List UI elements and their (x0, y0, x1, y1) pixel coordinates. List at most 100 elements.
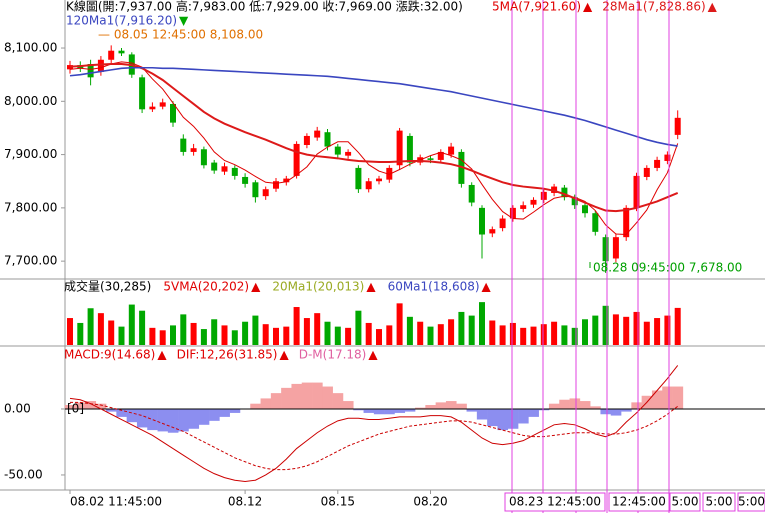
legend-trend: ▲ (583, 0, 593, 14)
cursor-label: 5:00 (672, 495, 699, 509)
y-tick-label: 8,000.00 (4, 94, 57, 108)
macd-bar (384, 408, 395, 415)
volume-bar (252, 315, 259, 345)
candle-body (479, 207, 485, 235)
candle-body (159, 102, 166, 107)
macd-bar (466, 408, 478, 412)
legend-trend: ▲ (251, 280, 261, 294)
macd-bar (548, 403, 560, 409)
macd-bar (342, 401, 354, 409)
legend-entry: 20Ma1(20,013) (272, 280, 364, 294)
legend-entry: 5VMA(20,202) (163, 280, 249, 294)
annotation: 08.28 09:45:00 7,678.00 (593, 261, 742, 275)
macd-bar (188, 408, 200, 429)
volume-bar (376, 329, 382, 345)
volume-bar (159, 330, 166, 345)
y-tick-label: -50.00 (4, 467, 43, 481)
candle-body (612, 237, 619, 259)
macd-bar (106, 408, 117, 412)
volume-bar (67, 318, 73, 345)
macd-bar (281, 387, 292, 409)
volume-bar (97, 313, 104, 345)
volume-bar (582, 319, 588, 345)
candle-body (170, 103, 176, 123)
macd-bar (651, 390, 663, 409)
cursor-lines (511, 0, 670, 513)
volume-bar (417, 321, 424, 345)
volume-bar (314, 313, 321, 345)
candle-body (396, 130, 403, 166)
candle-body (87, 64, 94, 78)
macd-bar (425, 405, 436, 409)
macd-bar (394, 408, 406, 413)
volume-bar (118, 326, 125, 345)
zero-label: [0] (67, 401, 84, 415)
cursor-label: 12:45:00 (612, 495, 666, 509)
volume-bar (530, 326, 537, 345)
volume-bar (149, 327, 156, 345)
volume-bar (396, 303, 403, 345)
cursor-label-box (669, 492, 701, 512)
volume-bar (128, 304, 135, 345)
candle-body (252, 182, 259, 198)
cursor-label-box (608, 492, 670, 512)
candle-body (530, 199, 537, 205)
volume-bar (479, 302, 485, 345)
candle-body (242, 176, 249, 184)
candle-body (633, 175, 640, 208)
candle-body (180, 138, 187, 152)
macd-bar (178, 408, 189, 432)
macd-bar (538, 408, 550, 411)
candle-body (231, 167, 238, 176)
y-tick-label: 8,100.00 (4, 41, 57, 55)
macd-bar (198, 408, 210, 425)
candle-body (262, 189, 269, 197)
candle-body (592, 213, 599, 232)
macd-bar (476, 408, 488, 420)
macd-bar (487, 408, 498, 427)
macd-bar (445, 401, 457, 409)
macd-bar (435, 402, 447, 409)
macd-bar (301, 382, 313, 409)
volume-bar (633, 311, 640, 345)
candle-body (427, 158, 434, 160)
volume-bar (242, 321, 249, 345)
candle-body (190, 148, 197, 152)
macd-bar (569, 398, 581, 409)
volume-bar (427, 326, 434, 345)
candle-body (293, 143, 300, 176)
cursor-label-box (504, 492, 606, 512)
candle-body (448, 146, 455, 155)
legend-entry: D-M(17.18) (299, 348, 367, 362)
macd-bar (415, 407, 426, 409)
legend-entry: 120Ma1(7,916.20) (66, 14, 177, 28)
legend-trend: ▲ (366, 280, 376, 294)
volume-title: 成交量(30,285) (64, 279, 151, 294)
macd-bar (373, 408, 385, 415)
macd-bar (518, 408, 529, 424)
macd-bar (363, 408, 375, 413)
volume-bar (77, 322, 84, 345)
annotation: — 08.05 12:45:00 8,108.00 (98, 28, 263, 42)
volume-bar (293, 307, 300, 345)
macd-bar (209, 408, 220, 421)
volume-bar (592, 315, 599, 345)
volume-bar (437, 324, 444, 345)
candle-body (458, 151, 465, 184)
candle-body (664, 154, 671, 161)
volume-bar (345, 327, 352, 345)
candle-body (118, 50, 125, 54)
legend-trend: ▼ (179, 14, 189, 28)
candle-body (355, 167, 362, 190)
volume-bar (139, 310, 146, 345)
volume-bar (468, 315, 475, 345)
macd-bar (621, 408, 632, 412)
legend-trend: ▲ (157, 348, 167, 362)
candle-body (623, 207, 630, 238)
macd-bar (250, 403, 261, 409)
volume-bar (664, 315, 671, 345)
candle-body (149, 106, 156, 110)
volume-bar (211, 319, 218, 345)
legend-trend: ▲ (279, 348, 289, 362)
